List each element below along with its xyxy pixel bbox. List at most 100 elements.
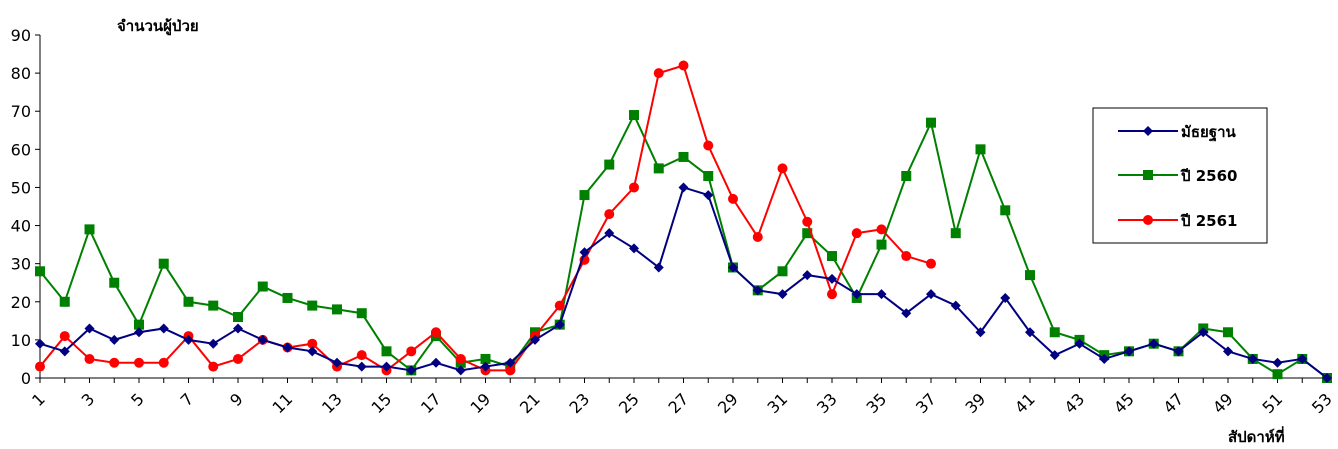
data-point [1000, 205, 1011, 216]
data-point [604, 228, 615, 239]
x-tick-label: 7 [177, 389, 198, 410]
x-tick-label: 35 [862, 389, 890, 417]
x-tick-label: 31 [763, 389, 791, 417]
data-point [752, 285, 763, 296]
data-point [307, 338, 318, 349]
x-tick-label: 19 [466, 389, 494, 417]
data-point [1124, 346, 1134, 357]
x-tick-label: 1 [28, 389, 49, 410]
data-point [1247, 353, 1258, 364]
data-point [629, 243, 639, 254]
data-point [455, 353, 466, 364]
x-tick-label: 47 [1159, 389, 1187, 417]
data-point [901, 251, 912, 262]
data-point [1223, 346, 1233, 357]
data-point [703, 171, 714, 182]
data-point [975, 144, 986, 155]
x-tick-label: 45 [1110, 389, 1138, 417]
data-point [183, 296, 194, 307]
data-point [431, 327, 441, 338]
data-point [208, 300, 219, 311]
data-point [653, 262, 664, 273]
data-point [851, 228, 862, 239]
data-point [307, 346, 318, 357]
x-tick-label: 41 [1011, 389, 1039, 417]
data-point [1049, 350, 1060, 361]
data-point [233, 323, 243, 334]
data-point [332, 304, 342, 315]
data-point [505, 365, 516, 376]
x-tick-label: 11 [268, 389, 296, 417]
data-point [901, 308, 912, 319]
y-axis-title: จำนวนผู้ป่วย [117, 17, 199, 36]
data-point [703, 190, 714, 201]
series-1 [35, 182, 1332, 383]
y-ticks: 0 10 20 30 40 50 60 70 80 90 [11, 26, 40, 388]
data-point [1143, 215, 1153, 225]
y-tick-label: 10 [11, 331, 31, 350]
data-point [59, 331, 70, 342]
y-tick-label: 30 [11, 255, 31, 274]
data-point [406, 365, 417, 376]
data-point [356, 361, 367, 372]
x-tick-label: 23 [565, 389, 593, 417]
data-point [406, 346, 417, 357]
x-tick-label: 5 [127, 389, 148, 410]
data-point [653, 68, 664, 79]
data-point [950, 228, 961, 239]
data-point [1198, 327, 1209, 338]
x-tick-label: 3 [78, 389, 99, 410]
data-point [827, 289, 837, 300]
data-point [579, 190, 590, 201]
data-point [109, 334, 120, 345]
data-point [59, 296, 70, 307]
data-point [1272, 369, 1283, 380]
data-point [827, 273, 837, 284]
data-point [84, 323, 95, 334]
data-point [777, 266, 788, 277]
data-point [1272, 357, 1283, 368]
data-point [1025, 327, 1035, 338]
data-point [356, 350, 367, 361]
x-tick-label: 13 [318, 389, 346, 417]
y-tick-label: 0 [21, 369, 31, 388]
data-point [356, 308, 367, 319]
data-point [35, 338, 45, 349]
x-ticks: 1 3 5 7 9 11 13 15 17 19 21 23 25 27 29 31 33 35 37 39 41 43 4… [28, 378, 1336, 417]
data-point [827, 251, 837, 262]
data-point [926, 289, 936, 300]
data-point [257, 281, 268, 292]
data-point [183, 334, 194, 345]
data-point [629, 182, 639, 193]
data-point [208, 361, 219, 372]
data-point [802, 270, 813, 281]
data-point [604, 159, 615, 170]
data-point [802, 228, 813, 239]
data-point [109, 277, 120, 288]
data-point [480, 361, 491, 372]
data-point [233, 353, 243, 364]
legend-item: มัธยฐาน [1118, 123, 1237, 142]
data-point [1148, 338, 1159, 349]
x-axis-title: สัปดาห์ที่ [1228, 426, 1285, 446]
y-tick-label: 50 [11, 178, 31, 197]
data-point [802, 216, 813, 227]
series-3 [35, 60, 936, 376]
data-point [480, 353, 491, 364]
data-point [678, 60, 689, 71]
data-point [678, 151, 689, 162]
data-point [554, 319, 565, 330]
x-tick-label: 33 [813, 389, 841, 417]
data-point [653, 163, 664, 174]
data-point [158, 258, 169, 269]
x-tick-label: 29 [714, 389, 742, 417]
legend-label: ปี 2561 [1180, 212, 1237, 230]
data-point [926, 117, 936, 128]
data-point [851, 289, 862, 300]
x-tick-label: 21 [516, 389, 544, 417]
data-point [876, 289, 887, 300]
x-tick-label: 53 [1308, 389, 1336, 417]
data-point [876, 239, 887, 250]
y-tick-label: 90 [11, 26, 31, 45]
data-point [1074, 338, 1085, 349]
